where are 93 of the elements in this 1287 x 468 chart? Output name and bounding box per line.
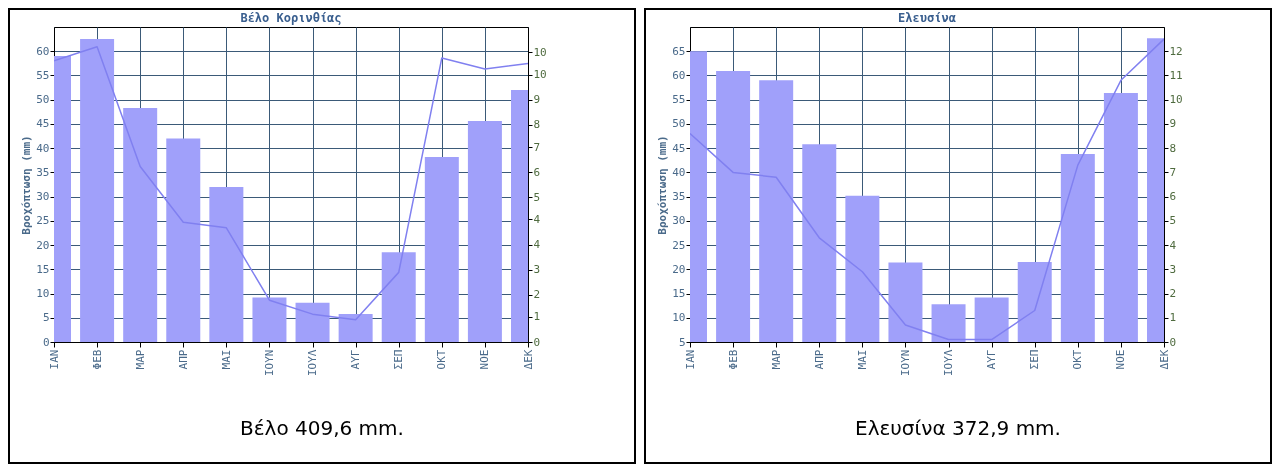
y2-tick-label: 5	[533, 190, 541, 204]
x-tick-label: ΜΑΙ	[855, 349, 869, 370]
y-tick-label: 20	[36, 238, 50, 252]
x-tick-label: ΜΑΡ	[769, 349, 783, 370]
y2-tick-label: 0	[533, 335, 541, 349]
y-tick-label: 45	[36, 117, 50, 131]
y-tick-label: 40	[672, 165, 686, 179]
y2-tick-label: 4	[1169, 238, 1177, 252]
y-tick-label: 15	[672, 287, 686, 301]
y-tick-label: 45	[672, 141, 686, 155]
y-tick-label: 25	[672, 238, 686, 252]
y-axis-title: Βροχόπτωση (mm)	[20, 135, 34, 235]
bar	[80, 39, 115, 342]
x-tick-label: ΙΟΥΛ	[306, 349, 320, 376]
y2-tick-label: 9	[1169, 117, 1177, 131]
bar	[123, 107, 158, 342]
y2-tick-label: 4	[533, 238, 541, 252]
line-series	[54, 46, 528, 321]
x-tick-label: ΔΕΚ	[1157, 349, 1171, 370]
x-tick-label: ΙΑΝ	[47, 349, 61, 370]
x-tick-label: ΑΠΡ	[812, 349, 826, 370]
x-tick-label: ΑΠΡ	[176, 349, 190, 370]
y2-tick-label: 11	[1169, 68, 1183, 82]
x-tick-label: ΙΟΥΝ	[262, 349, 276, 376]
bar	[381, 252, 416, 342]
x-tick-label: ΙΟΥΛ	[942, 349, 956, 376]
y2-tick-label: 10	[533, 45, 547, 59]
x-tick-label: ΦΕΒ	[90, 349, 104, 370]
y2-tick-label: 1	[1169, 311, 1177, 325]
text: Βέλο 409,6 mm.	[239, 416, 405, 440]
y-tick-label: 15	[36, 262, 50, 276]
y2-tick-label: 7	[1169, 165, 1177, 179]
y2-tick-label: 8	[1169, 141, 1177, 155]
x-tick-label: ΦΕΒ	[726, 349, 740, 370]
y-tick-label: 65	[672, 44, 686, 58]
bar	[338, 313, 373, 342]
y-tick-label: 5	[678, 335, 686, 349]
y-tick-label: 0	[42, 335, 50, 349]
x-tick-label: ΙΟΥΝ	[898, 349, 912, 376]
chart-title: Ελευσίνα	[898, 11, 956, 25]
y-tick-label: 25	[36, 214, 50, 228]
bar	[424, 156, 459, 342]
text: Ελευσίνα 372,9 mm.	[854, 416, 1062, 440]
y-tick-label: 50	[36, 93, 50, 107]
y2-tick-label: 6	[1169, 190, 1177, 204]
y2-tick-label: 3	[1169, 262, 1177, 276]
y2-tick-label: 8	[533, 118, 541, 132]
y2-tick-label: 10	[1169, 93, 1183, 107]
y-tick-label: 30	[672, 214, 686, 228]
y-tick-label: 20	[672, 262, 686, 276]
y-tick-label: 35	[672, 190, 686, 204]
y2-tick-label: 9	[533, 93, 541, 107]
y2-tick-label: 2	[1169, 287, 1177, 301]
y-tick-label: 60	[672, 68, 686, 82]
y2-tick-label: 7	[533, 140, 541, 154]
chart-title: Βέλο Κορινθίας	[240, 11, 342, 25]
y-tick-label: 60	[36, 44, 50, 58]
bar	[166, 138, 201, 342]
y2-tick-label: 0	[1169, 335, 1177, 349]
x-tick-label: ΜΑΡ	[133, 349, 147, 370]
y-tick-label: 30	[36, 190, 50, 204]
x-tick-label: ΙΑΝ	[683, 349, 697, 370]
x-tick-label: ΣΕΠ	[392, 349, 406, 370]
bar	[295, 302, 330, 342]
y-tick-label: 55	[672, 93, 686, 107]
y2-tick-label: 3	[533, 263, 541, 277]
x-tick-label: ΑΥΓ	[349, 349, 363, 370]
y-axis-title: Βροχόπτωση (mm)	[656, 135, 670, 235]
y-tick-label: 50	[672, 117, 686, 131]
bar	[252, 297, 287, 342]
x-tick-label: ΝΟΕ	[1114, 349, 1128, 370]
x-tick-label: ΝΟΕ	[478, 349, 492, 370]
x-tick-label: ΣΕΠ	[1028, 349, 1042, 370]
y-tick-label: 10	[672, 311, 686, 325]
y-tick-label: 40	[36, 141, 50, 155]
x-tick-label: ΑΥΓ	[985, 349, 999, 370]
x-tick-label: ΔΕΚ	[521, 349, 535, 370]
y2-tick-label: 4	[533, 212, 541, 226]
y2-tick-label: 12	[1169, 44, 1183, 58]
x-tick-label: ΟΚΤ	[1071, 349, 1085, 370]
y-tick-label: 10	[36, 287, 50, 301]
bar	[467, 121, 502, 342]
y2-tick-label: 5	[1169, 214, 1177, 228]
y2-tick-label: 2	[533, 288, 541, 302]
y-tick-label: 55	[36, 68, 50, 82]
bar	[209, 186, 244, 342]
y2-tick-label: 6	[533, 165, 541, 179]
y-tick-label: 35	[36, 165, 50, 179]
x-tick-label: ΜΑΙ	[219, 349, 233, 370]
y-tick-label: 5	[42, 311, 50, 325]
x-tick-label: ΟΚΤ	[435, 349, 449, 370]
y2-tick-label: 1	[533, 310, 541, 324]
y2-tick-label: 10	[533, 68, 547, 82]
